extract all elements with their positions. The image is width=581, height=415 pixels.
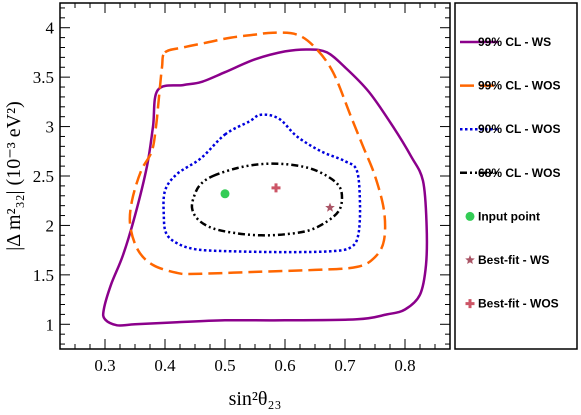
contour-curves [101,31,429,327]
legend-label-2: 99% CL - WOS [478,79,560,93]
x-tick-label: 0.8 [394,356,415,375]
legend-box [454,2,578,350]
y-tick-label: 1 [46,315,55,334]
plot-frame [59,2,451,350]
y-tick-label: 2 [46,216,55,235]
x-axis-title: sin²θ₂₃ [229,388,282,410]
legend-label-7: Best-fit - WOS [478,297,559,311]
x-axis-ticks: 0.3 0.4 0.5 0.6 0.7 0.8 [74,3,436,375]
x-tick-label: 0.4 [154,356,176,375]
x-tick-label: 0.3 [94,356,115,375]
contour-3 [162,113,362,254]
legend-swatch-6 [465,255,475,264]
y-axis-title: |Δ m²₃₂| (10⁻³ eV²) [3,101,25,250]
legend-label-1: 99% CL - WS [478,35,551,49]
contour-1 [101,48,429,327]
legend-label-5: Input point [478,209,540,223]
legend-swatch-5 [465,211,475,221]
contour-2 [128,31,387,276]
y-tick-label: 3 [46,118,55,137]
x-tick-label: 0.5 [214,356,235,375]
legend-label-4: 68% CL - WOS [478,166,560,180]
legend-label-6: Best-fit - WS [478,253,549,267]
legend-label-3: 90% CL - WOS [478,122,560,136]
legend-swatch-7 [465,299,475,309]
marker-3 [271,183,281,193]
x-tick-label: 0.6 [274,356,295,375]
y-axis-ticks: 1 1.5 2 2.5 3 3.5 4 [33,7,450,345]
marker-2 [325,202,335,212]
legend: 99% CL - WS 99% CL - WOS 90% CL - WOS 68% C… [460,35,560,311]
contour-4 [190,162,344,237]
y-tick-label: 2.5 [33,167,54,186]
x-tick-label: 0.7 [334,356,356,375]
marker-1 [220,189,230,199]
y-tick-label: 4 [46,19,55,38]
point-markers [220,183,335,212]
y-tick-label: 3.5 [33,68,54,87]
y-tick-label: 1.5 [33,266,54,285]
